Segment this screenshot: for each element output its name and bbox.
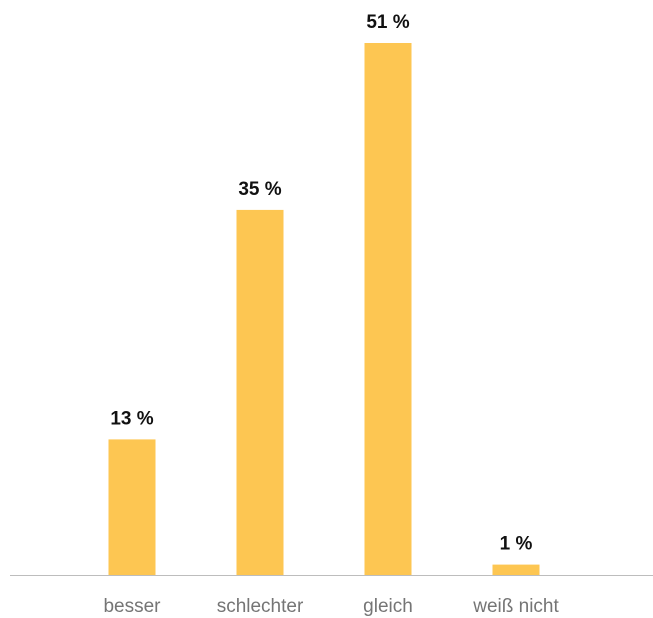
bars-group: [108, 43, 540, 575]
bar-gleich: [364, 43, 412, 575]
category-label-besser: besser: [103, 596, 161, 617]
bar-weiss-nicht: [492, 564, 540, 575]
value-label-schlechter: 35 %: [238, 179, 281, 200]
value-label-weiss-nicht: 1 %: [500, 534, 533, 555]
value-label-besser: 13 %: [110, 408, 153, 429]
category-label-schlechter: schlechter: [217, 596, 304, 617]
value-label-gleich: 51 %: [366, 12, 409, 33]
bar-besser: [108, 439, 156, 575]
category-label-weiss-nicht: weiß nicht: [472, 596, 559, 617]
category-labels-group: besser schlechter gleich weiß nicht: [103, 596, 559, 617]
bar-schlechter: [236, 209, 284, 575]
value-labels-group: 13 % 35 % 51 % 1 %: [110, 12, 532, 555]
category-label-gleich: gleich: [363, 596, 413, 617]
